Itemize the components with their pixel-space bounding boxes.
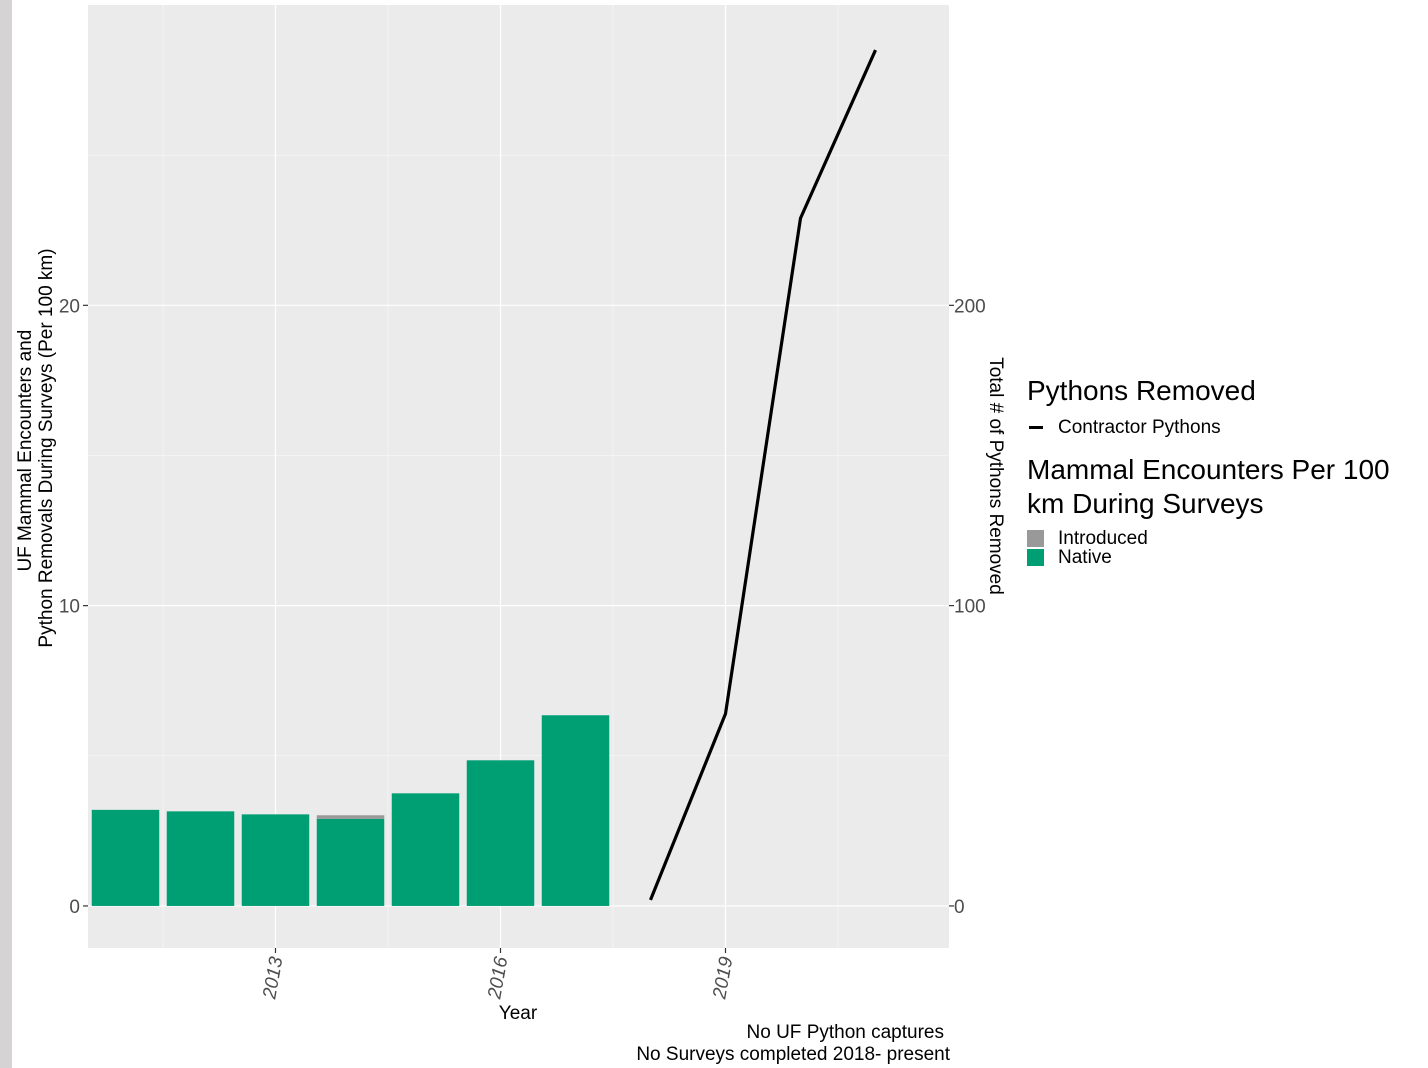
y-axis-right-title: Total # of Pythons Removed (985, 357, 1006, 595)
y2-tick-label: 100 (954, 597, 986, 618)
legend-item-introduced: Introduced (1027, 527, 1427, 549)
caption-line-2: No Surveys completed 2018- present (636, 1044, 950, 1065)
grid-minor (88, 5, 949, 948)
left-border-strip (0, 0, 12, 1068)
legend-title-mammal: Mammal Encounters Per 100 km During Surv… (1027, 454, 1390, 519)
line-contractor-pythons (649, 49, 877, 901)
bar-native-2012 (166, 811, 235, 906)
y-axis-left-title-line-1: UF Mammal Encounters and (15, 330, 36, 572)
bar-series (91, 715, 610, 906)
y-tick-label: 20 (59, 296, 80, 317)
legend-key-line (1027, 419, 1044, 436)
legend-key-native (1027, 549, 1044, 566)
x-tick-label: 2013 (259, 955, 287, 1002)
x-axis-title: Year (499, 1003, 538, 1024)
legend-item-contractor-pythons: Contractor Pythons (1027, 416, 1427, 438)
bar-native-2015 (391, 793, 460, 906)
legend-label-native: Native (1058, 546, 1112, 568)
caption-line-1: No UF Python captures (747, 1022, 944, 1043)
y-axis-left-title: UF Mammal Encounters and Python Removals… (15, 248, 57, 647)
legend-label-contractor-pythons: Contractor Pythons (1058, 416, 1221, 438)
legend-title-pythons: Pythons Removed (1027, 375, 1256, 406)
line-series (649, 49, 877, 901)
y2-tick-label: 0 (954, 897, 965, 918)
y-axis-right: 0 100 200 (949, 296, 986, 918)
bar-native-2013 (241, 814, 310, 906)
x-axis: 2013 2016 2019 (259, 948, 737, 1001)
y-axis-left: 0 10 20 (59, 296, 88, 918)
x-tick-label: 2019 (709, 955, 737, 1002)
y-tick-label: 0 (69, 897, 80, 918)
legend: Pythons Removed Contractor Pythons Mamma… (1027, 374, 1427, 568)
legend-label-introduced: Introduced (1058, 527, 1148, 549)
bar-introduced-2014 (316, 815, 385, 819)
x-tick-label: 2016 (484, 955, 512, 1002)
y-tick-label: 10 (59, 597, 80, 618)
bar-native-2017 (541, 715, 610, 906)
bar-native-2014 (316, 818, 385, 906)
legend-key-introduced (1027, 530, 1044, 547)
y2-tick-label: 200 (954, 296, 986, 317)
y-axis-left-title-line-2: Python Removals During Surveys (Per 100 … (36, 248, 57, 647)
bar-native-2016 (466, 760, 535, 906)
bar-native-2011 (91, 809, 160, 906)
legend-item-native: Native (1027, 546, 1427, 568)
